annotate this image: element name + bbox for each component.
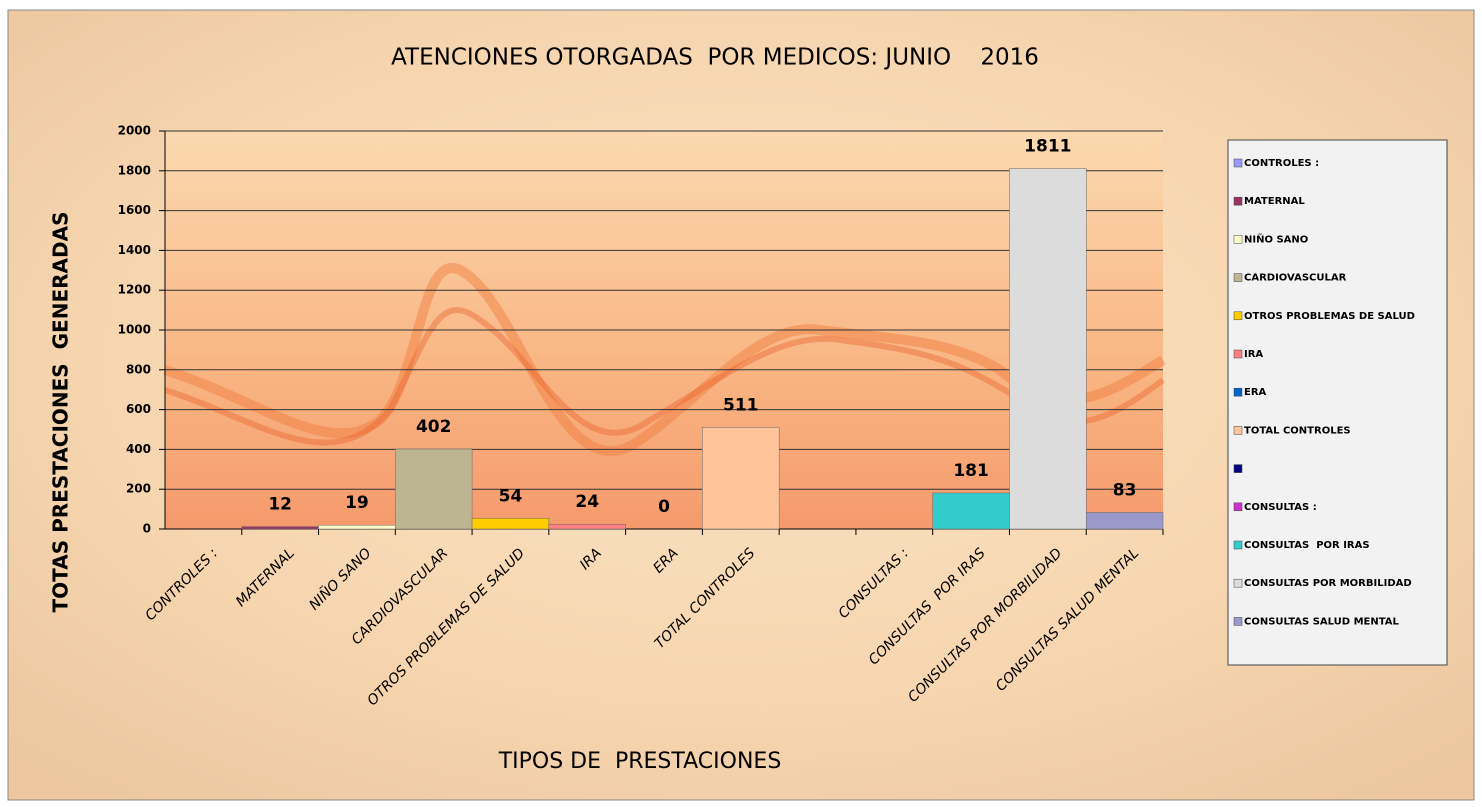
- legend-swatch: [1234, 579, 1242, 587]
- legend-swatch: [1234, 388, 1242, 396]
- legend-label: IRA: [1244, 349, 1263, 360]
- value-label: 511: [723, 395, 759, 415]
- legend-label: CONSULTAS SALUD MENTAL: [1244, 616, 1400, 627]
- y-tick-label: 1600: [118, 203, 151, 217]
- legend-swatch: [1234, 159, 1242, 167]
- legend-swatch: [1234, 235, 1242, 243]
- legend-label: CONSULTAS :: [1244, 502, 1317, 513]
- y-tick-label: 1000: [118, 323, 151, 337]
- y-tick-label: 1800: [118, 163, 151, 177]
- legend-label: OTROS PROBLEMAS DE SALUD: [1244, 311, 1415, 322]
- value-label: 24: [575, 492, 599, 512]
- legend-label: TOTAL CONTROLES: [1244, 425, 1351, 436]
- value-label: 181: [953, 461, 989, 481]
- bar: [549, 524, 626, 529]
- value-label: 19: [345, 493, 369, 513]
- legend-label: CONSULTAS POR IRAS: [1244, 540, 1370, 551]
- value-label: 1811: [1024, 137, 1071, 157]
- legend-swatch: [1234, 197, 1242, 205]
- bar: [1009, 169, 1086, 529]
- legend-label: CONSULTAS POR MORBILIDAD: [1244, 578, 1412, 589]
- value-label: 54: [499, 486, 523, 506]
- legend-label: MATERNAL: [1244, 196, 1305, 207]
- bar: [702, 427, 779, 529]
- legend-swatch: [1234, 503, 1242, 511]
- y-tick-label: 1200: [118, 283, 151, 297]
- legend-swatch: [1234, 274, 1242, 282]
- legend-label: ERA: [1244, 387, 1267, 398]
- legend-swatch: [1234, 541, 1242, 549]
- legend-swatch: [1234, 617, 1242, 625]
- value-label: 12: [268, 495, 292, 515]
- legend-label: CARDIOVASCULAR: [1244, 273, 1347, 284]
- value-label: 0: [658, 497, 670, 517]
- y-tick-label: 1400: [118, 243, 151, 257]
- legend-label: CONTROLES :: [1244, 158, 1319, 169]
- legend-swatch: [1234, 312, 1242, 320]
- legend-label: NIÑO SANO: [1244, 232, 1308, 245]
- value-label: 83: [1113, 480, 1137, 500]
- legend-swatch: [1234, 426, 1242, 434]
- y-axis-label: TOTAS PRESTACIONES GENERADAS: [49, 212, 73, 613]
- value-label: 402: [416, 417, 452, 437]
- y-tick-label: 800: [126, 362, 151, 376]
- y-tick-label: 400: [126, 442, 151, 456]
- bar: [395, 449, 472, 529]
- y-tick-label: 200: [126, 482, 151, 496]
- bar: [933, 493, 1010, 529]
- legend-swatch: [1234, 465, 1242, 473]
- bar: [472, 518, 549, 529]
- bar: [1086, 512, 1163, 529]
- legend-swatch: [1234, 350, 1242, 358]
- bar: [242, 527, 319, 529]
- y-tick-label: 600: [126, 402, 151, 416]
- chart: ATENCIONES OTORGADAS POR MEDICOS: JUNIO …: [0, 0, 1482, 803]
- chart-title: ATENCIONES OTORGADAS POR MEDICOS: JUNIO …: [391, 45, 1039, 71]
- y-tick-label: 0: [143, 522, 151, 536]
- bar: [319, 525, 396, 529]
- y-tick-label: 2000: [118, 124, 151, 138]
- x-axis-label: TIPOS DE PRESTACIONES: [498, 749, 782, 774]
